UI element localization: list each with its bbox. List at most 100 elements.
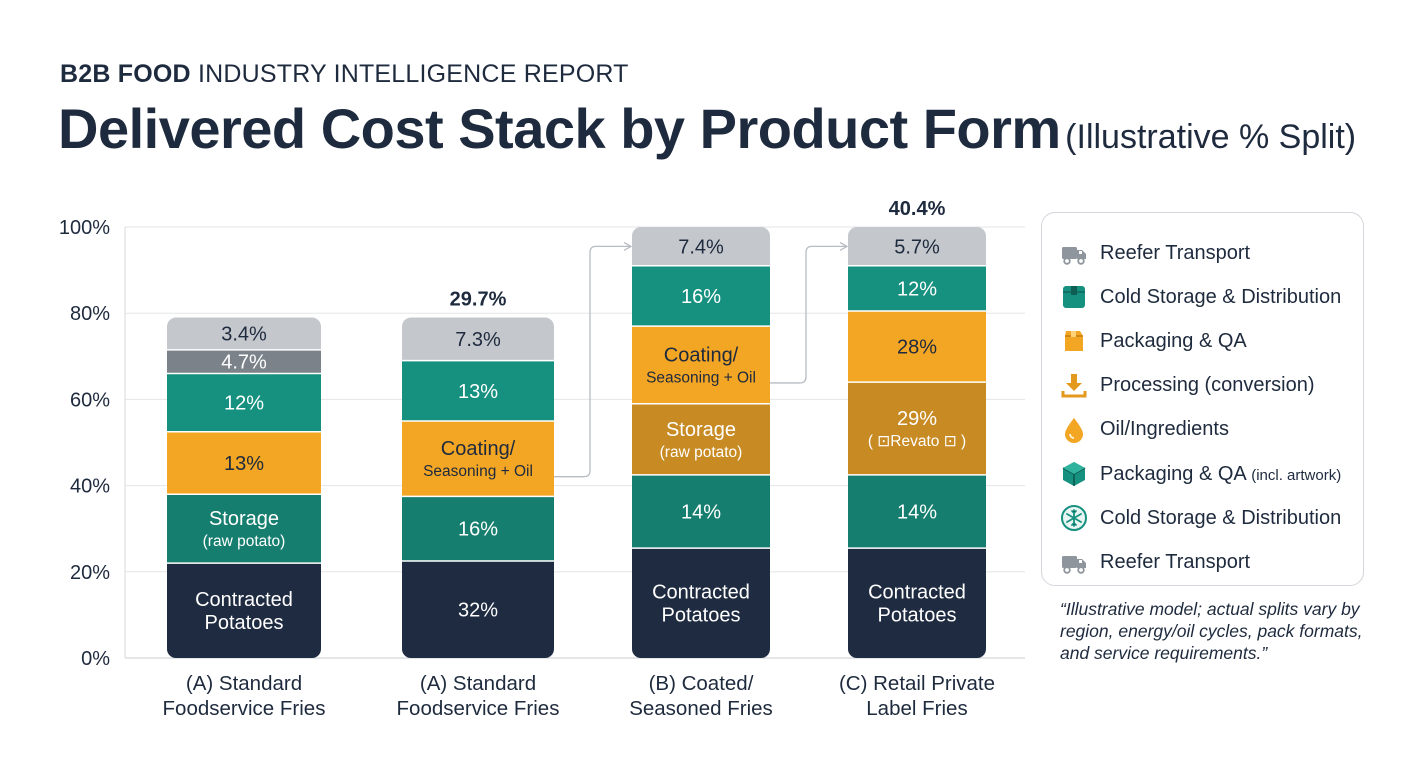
box-icon <box>1063 286 1085 309</box>
bar-4 <box>848 227 986 658</box>
legend-label: Cold Storage & Distribution <box>1100 286 1341 309</box>
segment-label: 5.7% <box>894 236 940 258</box>
segment-label: 3.4% <box>221 324 267 346</box>
bar-segment <box>848 311 986 383</box>
bar-segment <box>632 474 770 549</box>
segment-label: 29% <box>897 408 937 430</box>
eyebrow-bold: B2B FOOD <box>60 60 191 88</box>
segment-label: 4.7% <box>221 352 267 374</box>
y-tick-label: 60% <box>70 389 110 411</box>
y-tick-label: 20% <box>70 562 110 584</box>
legend-label-text: Reefer Transport <box>1100 550 1251 573</box>
package-icon <box>1065 331 1083 352</box>
y-tick-label: 40% <box>70 476 110 498</box>
connector-arrow-head <box>623 241 633 251</box>
segment-label: Contracted <box>195 589 293 611</box>
title-main: Delivered Cost Stack by Product Form <box>58 97 1061 160</box>
bar-segment <box>402 420 554 497</box>
bar-segment <box>402 561 554 658</box>
connector-arrow <box>554 245 630 478</box>
bar-segment <box>632 326 770 404</box>
bar-3 <box>632 227 770 658</box>
legend-item: Reefer Transport <box>1060 231 1363 275</box>
bar-segment <box>167 373 321 432</box>
legend-label: Processing (conversion) <box>1100 374 1315 397</box>
bar-segment <box>848 548 986 658</box>
bar-segment <box>167 494 321 564</box>
bar-segment <box>167 349 321 374</box>
y-tick-label: 80% <box>70 303 110 325</box>
y-tick-label: 100% <box>59 217 110 239</box>
legend-label-text: Cold Storage & Distribution <box>1100 285 1342 308</box>
bar-segment <box>402 496 554 562</box>
download-icon <box>1061 373 1087 398</box>
legend-label: Cold Storage & Distribution <box>1100 507 1341 530</box>
x-category-label: (B) Coated/ <box>649 672 754 695</box>
bar-segment <box>848 474 986 549</box>
chart-legend: Reefer Transport Cold Storage & Distribut… <box>1041 212 1364 586</box>
segment-label: (raw potato) <box>660 444 743 461</box>
bar-segment <box>402 360 554 421</box>
segment-label: ( ⊡Revato ⊡ ) <box>868 433 966 450</box>
legend-label-note: (incl. artwork) <box>1251 466 1342 484</box>
x-category-label: (A) Standard <box>186 672 302 695</box>
truck-icon <box>1062 556 1086 575</box>
legend-item: Oil/Ingredients <box>1060 408 1363 452</box>
legend-item: Packaging & QA <box>1060 319 1363 363</box>
legend-item: Packaging & QA (incl. artwork) <box>1060 452 1363 496</box>
segment-label: 12% <box>224 393 264 415</box>
x-category-label: (A) Standard <box>420 672 536 695</box>
legend-label: Oil/Ingredients <box>1100 418 1229 441</box>
segment-label: Coating/ <box>664 344 739 366</box>
bar-segment <box>632 548 770 658</box>
x-category-label: Label Fries <box>866 697 967 720</box>
segment-label: Coating/ <box>441 438 516 460</box>
segment-label: Potatoes <box>662 605 741 627</box>
segment-label: Seasoning + Oil <box>423 463 533 480</box>
segment-label: 12% <box>897 278 937 300</box>
segment-label: Contracted <box>652 582 750 604</box>
report-eyebrow: B2B FOOD INDUSTRY INTELLIGENCE REPORT <box>60 60 629 89</box>
bar-1 <box>167 317 321 658</box>
eyebrow-rest: INDUSTRY INTELLIGENCE REPORT <box>197 60 629 88</box>
bar-segment <box>848 227 986 266</box>
bar-segment <box>632 403 770 475</box>
segment-label: 7.3% <box>455 329 501 351</box>
segment-label: 16% <box>681 286 721 308</box>
bar-segment <box>167 317 321 350</box>
segment-label: Storage <box>666 419 736 441</box>
cube-icon <box>1062 462 1086 487</box>
connector-arrow <box>770 245 846 384</box>
segment-label: 14% <box>897 501 937 523</box>
segment-label: 28% <box>897 337 937 359</box>
droplet-icon <box>1065 417 1083 443</box>
segment-label: 16% <box>458 519 498 541</box>
x-category-label: Foodservice Fries <box>163 697 326 720</box>
connector-arrow-head <box>839 241 849 251</box>
title-sub: (Illustrative % Split) <box>1065 118 1357 156</box>
legend-item: Processing (conversion) <box>1060 364 1363 408</box>
legend-label-text: Packaging & QA <box>1100 329 1247 352</box>
stacked-bar-chart: 0%20%40%60%80%100%ContractedPotatoesStor… <box>59 198 1025 720</box>
legend-label-text: Processing (conversion) <box>1100 374 1315 397</box>
bar-segment <box>632 227 770 266</box>
y-tick-label: 0% <box>81 648 110 670</box>
legend-label: Packaging & QA <box>1100 330 1247 353</box>
legend-label-text: Reefer Transport <box>1100 241 1251 264</box>
segment-label: Storage <box>209 508 279 530</box>
legend-label-text: Packaging & QA <box>1100 462 1246 485</box>
footnote: “Illustrative model; actual splits vary … <box>1060 599 1363 663</box>
segment-label: 14% <box>681 501 721 523</box>
segment-label: Potatoes <box>878 605 957 627</box>
segment-label: 32% <box>458 600 498 622</box>
segment-label: Potatoes <box>205 612 284 634</box>
x-category-label: Foodservice Fries <box>397 697 560 720</box>
snowflake-icon <box>1061 505 1087 532</box>
segment-label: 13% <box>458 381 498 403</box>
bar-segment <box>167 431 321 495</box>
bar-segment <box>167 563 321 658</box>
chart-title: Delivered Cost Stack by Product Form (Il… <box>58 96 1356 161</box>
segment-label: Contracted <box>868 582 966 604</box>
segment-label: 7.4% <box>678 236 724 258</box>
bar-total-label: 29.7% <box>450 289 507 311</box>
